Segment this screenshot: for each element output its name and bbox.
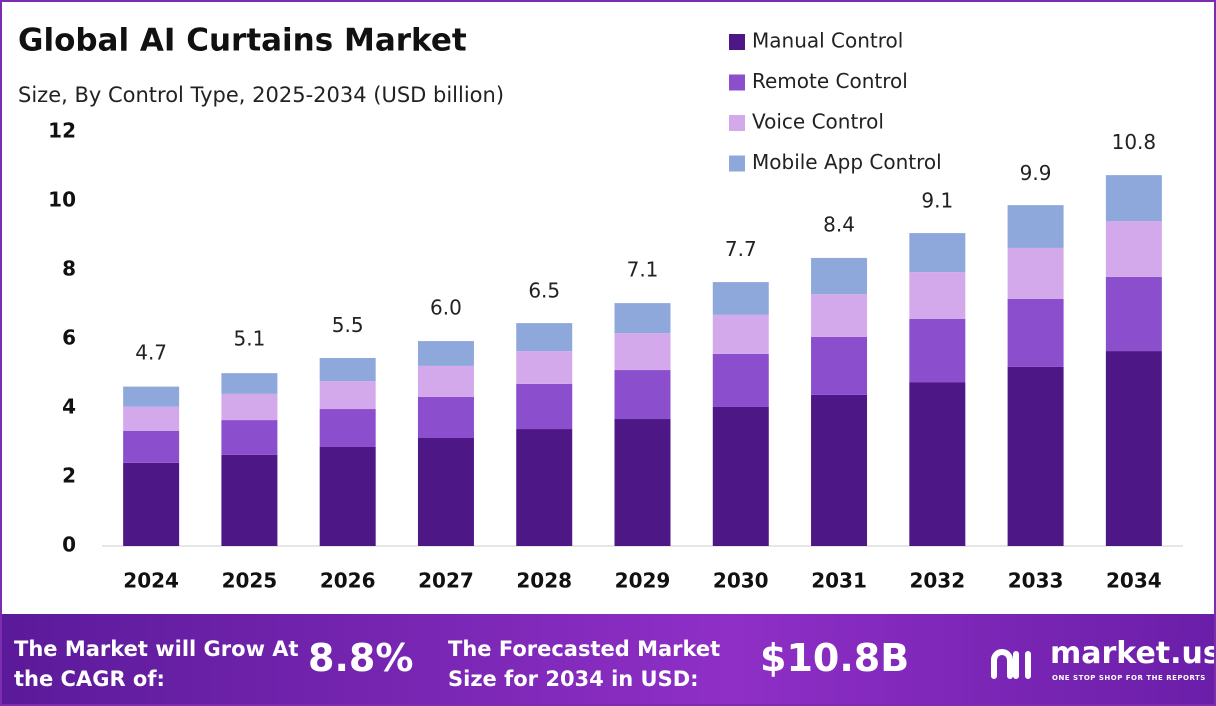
x-tick-label: 2033 <box>1008 569 1064 593</box>
bar-segment <box>712 314 769 354</box>
bar-segment <box>417 365 474 397</box>
bar-segment <box>811 294 868 337</box>
legend-label: Voice Control <box>752 110 884 134</box>
total-label: 9.9 <box>1020 161 1052 185</box>
bar-segment <box>1007 366 1064 546</box>
bar-segment <box>909 318 966 383</box>
bar-segment <box>417 341 474 366</box>
cagr-text: The Market will Grow At the CAGR of: <box>14 637 299 691</box>
bar-segment <box>614 333 671 371</box>
bar-segment <box>319 409 376 447</box>
x-tick-label: 2026 <box>320 569 376 593</box>
bar-segment <box>123 430 180 463</box>
total-label: 5.5 <box>332 313 364 337</box>
bar-segment <box>1105 276 1162 352</box>
legend-label: Remote Control <box>752 69 908 93</box>
total-label: 9.1 <box>921 189 953 213</box>
y-tick-label: 0 <box>62 533 76 557</box>
x-tick-label: 2027 <box>418 569 474 593</box>
y-tick-label: 4 <box>62 395 76 419</box>
bar-segment <box>319 357 376 382</box>
legend-swatch <box>729 155 745 172</box>
bar-segment <box>516 323 573 352</box>
bar-segment <box>1105 351 1162 546</box>
bar-segment <box>417 438 474 546</box>
total-label: 10.8 <box>1112 130 1157 154</box>
bar-segment <box>614 370 671 420</box>
footer-banner: The Market will Grow At the CAGR of: 8.8… <box>2 614 1216 704</box>
bar-segment <box>221 393 278 421</box>
brand: market.us <box>1050 636 1216 671</box>
legend-label: Manual Control <box>752 29 903 53</box>
total-label: 8.4 <box>823 213 855 237</box>
bar-segment <box>909 272 966 319</box>
bar-segment <box>123 406 180 431</box>
y-tick-label: 2 <box>62 464 76 488</box>
legend-swatch <box>729 115 745 131</box>
bar-segment <box>811 394 868 546</box>
legend-label: Mobile App Control <box>752 150 942 174</box>
bar-segment <box>221 373 278 394</box>
bar-segment <box>516 383 573 430</box>
bar-segment <box>811 336 868 395</box>
bar-segment <box>614 303 671 334</box>
bar-segment <box>1105 175 1162 222</box>
bar-segment <box>614 419 671 546</box>
chart: Global AI Curtains Market Size, By Contr… <box>18 23 1183 593</box>
chart-subtitle: Size, By Control Type, 2025-2034 (USD bi… <box>18 83 504 107</box>
bar-segment <box>516 429 573 546</box>
total-label: 6.5 <box>528 278 560 302</box>
bar-segment <box>712 282 769 315</box>
total-label: 6.0 <box>430 296 462 320</box>
total-label: 4.7 <box>135 340 167 364</box>
legend-swatch <box>729 74 745 91</box>
legend-swatch <box>729 34 745 50</box>
x-tick-label: 2030 <box>713 569 769 593</box>
chart-title: Global AI Curtains Market <box>18 23 467 59</box>
bar-segment <box>712 406 769 546</box>
total-label: 7.7 <box>725 237 757 261</box>
bar-segment <box>123 462 180 546</box>
bar-segment <box>909 233 966 273</box>
forecast-text: The Forecasted Market Size for 2034 in U… <box>448 637 721 691</box>
y-tick-label: 8 <box>62 257 76 281</box>
total-label: 5.1 <box>234 327 266 351</box>
x-tick-label: 2025 <box>222 569 278 593</box>
bar-segment <box>909 382 966 546</box>
cagr-value: 8.8% <box>308 636 414 680</box>
bar-segment <box>516 351 573 384</box>
bar-segment <box>221 420 278 455</box>
tagline: ONE STOP SHOP FOR THE REPORTS <box>1052 674 1206 682</box>
bar-segment <box>123 386 180 407</box>
x-tick-label: 2031 <box>811 569 867 593</box>
bar-segment <box>221 454 278 546</box>
bar-segment <box>1007 298 1064 367</box>
bar-segment <box>1007 247 1064 299</box>
bar-segment <box>319 446 376 546</box>
bar-segment <box>417 396 474 439</box>
bar-segment <box>811 257 868 295</box>
bar-segment <box>1105 221 1162 277</box>
bar-segment <box>319 381 376 410</box>
x-tick-label: 2034 <box>1106 569 1162 593</box>
x-tick-label: 2032 <box>909 569 965 593</box>
x-tick-label: 2024 <box>123 569 179 593</box>
bar-segment <box>712 353 769 407</box>
bar-segment <box>1007 205 1064 248</box>
y-tick-label: 10 <box>48 188 76 212</box>
forecast-value: $10.8B <box>760 636 910 680</box>
logo-icon <box>991 649 1031 679</box>
total-label: 7.1 <box>627 258 659 282</box>
x-tick-label: 2028 <box>516 569 572 593</box>
y-tick-label: 12 <box>48 119 76 143</box>
x-tick-label: 2029 <box>615 569 671 593</box>
y-tick-label: 6 <box>62 326 76 350</box>
